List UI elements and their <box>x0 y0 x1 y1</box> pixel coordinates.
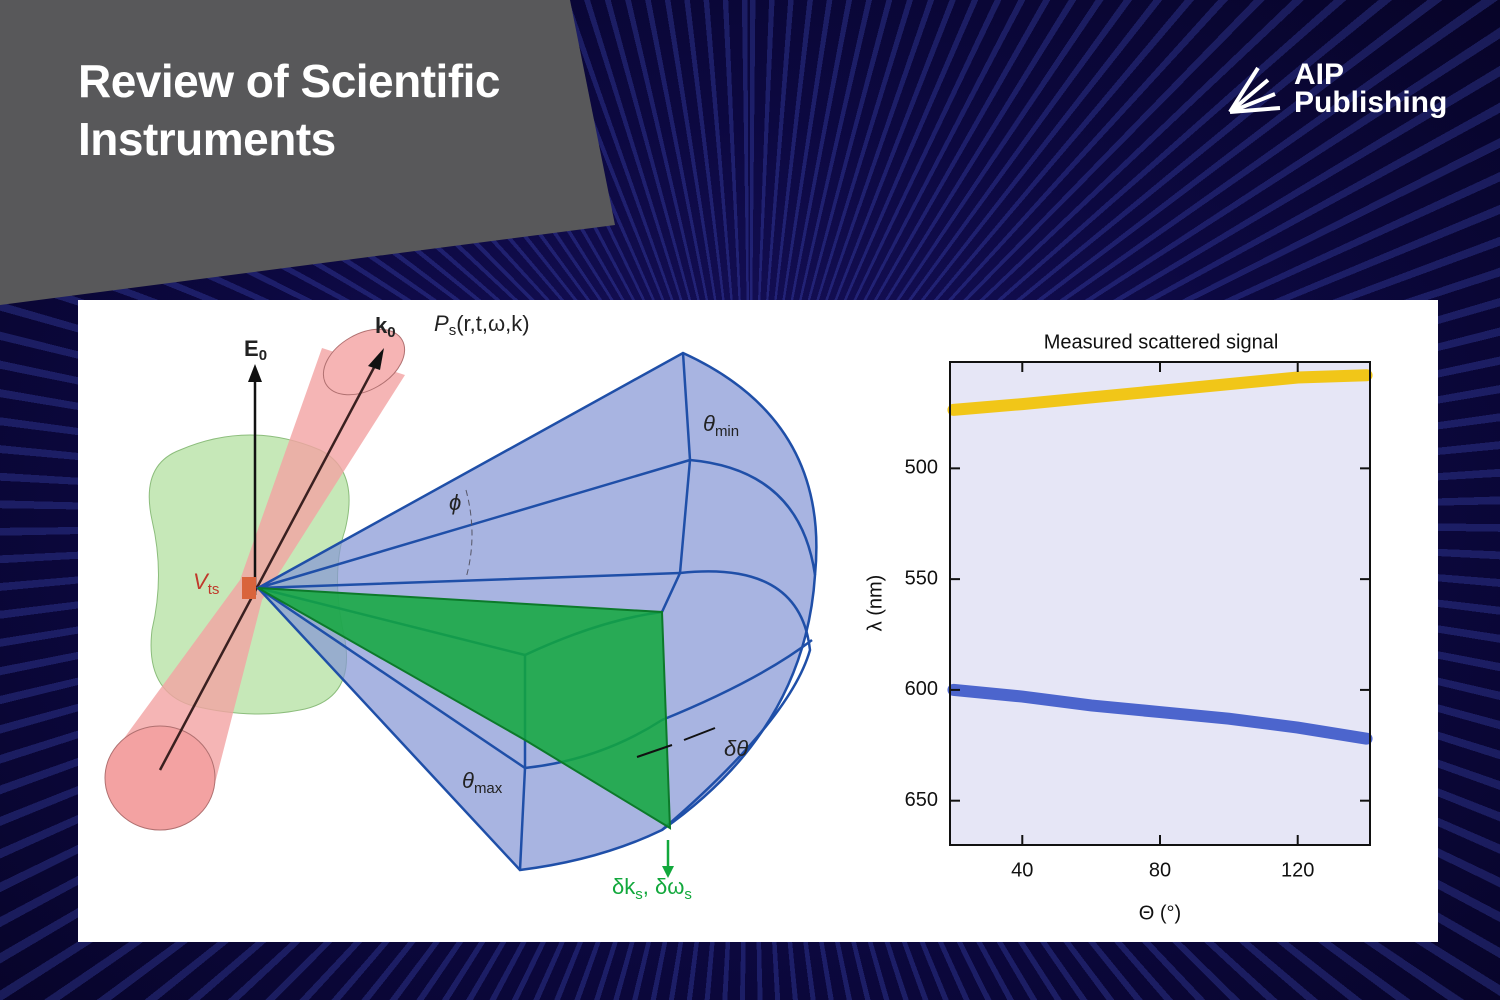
phi-arc <box>465 489 473 579</box>
y-tick-label: 550 <box>905 567 938 589</box>
laser-beam <box>108 348 405 795</box>
title-band <box>0 0 615 305</box>
chart-title: Measured scattered signal <box>1044 331 1279 353</box>
label-part: δk <box>612 874 636 899</box>
label-part: (r,t,ω,k) <box>456 311 529 336</box>
label: ϕ <box>449 490 461 515</box>
signal-band <box>947 683 1373 745</box>
label-part: P <box>434 311 449 336</box>
beam-end <box>322 328 406 396</box>
label-part: θ <box>703 411 715 436</box>
diagram: E0 k0 Ps(r,t,ω,k) θmin ϕ Vts θmax δθ δks… <box>104 311 818 903</box>
label-part: , δω <box>643 874 685 899</box>
label: δks, δωs <box>612 874 692 903</box>
label-part: k <box>375 313 388 338</box>
label-part: min <box>715 423 739 440</box>
arrow <box>683 727 716 741</box>
label-part: E <box>244 336 259 361</box>
x-axis-label: Θ (°) <box>1139 902 1181 924</box>
y-axis-label: λ (nm) <box>864 575 886 632</box>
label: θmin <box>703 411 739 440</box>
label-part: ts <box>208 581 220 598</box>
label-part: θ <box>462 768 474 793</box>
x-tick-label: 40 <box>1011 859 1033 881</box>
scattering-wedge <box>257 587 672 830</box>
k-vector <box>158 359 380 771</box>
arrow <box>636 744 673 758</box>
label: δθ <box>724 736 748 761</box>
label: k0 <box>375 313 396 341</box>
label-part: V <box>193 569 210 594</box>
y-tick-label: 600 <box>905 678 938 700</box>
label-part: 0 <box>387 324 395 341</box>
label: E0 <box>244 336 267 364</box>
logo-text: AIP <box>1294 58 1344 91</box>
volume <box>242 577 256 599</box>
x-tick-label: 80 <box>1149 859 1171 881</box>
label: Vts <box>193 569 219 598</box>
label: Ps(r,t,ω,k) <box>434 311 530 339</box>
chart: Measured scattered signal Θ (°) λ (nm) 5… <box>864 331 1373 924</box>
y-tick-label: 500 <box>905 457 938 479</box>
label: θmax <box>462 768 503 797</box>
label-part: s <box>684 886 692 903</box>
plot-area <box>950 362 1370 845</box>
label-part: 0 <box>259 347 267 364</box>
arrow-head <box>662 866 674 878</box>
logo-icon <box>1228 66 1281 114</box>
arrow-head <box>248 364 262 382</box>
label-part: max <box>474 780 503 797</box>
label-part: s <box>449 322 457 339</box>
logo-text: Publishing <box>1294 86 1447 119</box>
journal-title: Review of Scientific Instruments <box>78 55 501 165</box>
beam-end <box>104 725 216 831</box>
signal-band <box>947 369 1373 416</box>
y-tick-label: 650 <box>905 789 938 811</box>
x-tick-label: 120 <box>1281 859 1314 881</box>
label-part: s <box>635 886 643 903</box>
arrow-head <box>368 348 384 370</box>
